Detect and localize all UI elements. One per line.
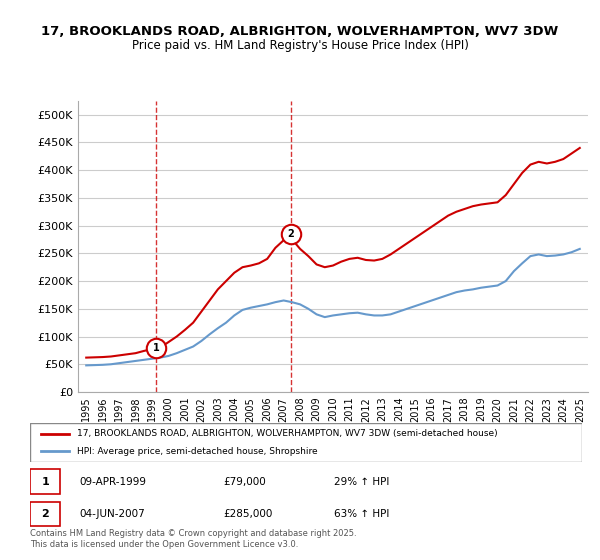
Text: 09-APR-1999: 09-APR-1999 bbox=[80, 477, 146, 487]
Text: 1: 1 bbox=[153, 343, 160, 353]
Text: 2: 2 bbox=[41, 508, 49, 519]
Text: 63% ↑ HPI: 63% ↑ HPI bbox=[334, 508, 389, 519]
FancyBboxPatch shape bbox=[30, 423, 582, 462]
Text: Price paid vs. HM Land Registry's House Price Index (HPI): Price paid vs. HM Land Registry's House … bbox=[131, 39, 469, 52]
Text: 17, BROOKLANDS ROAD, ALBRIGHTON, WOLVERHAMPTON, WV7 3DW (semi-detached house): 17, BROOKLANDS ROAD, ALBRIGHTON, WOLVERH… bbox=[77, 430, 497, 438]
FancyBboxPatch shape bbox=[30, 502, 61, 526]
Text: 1: 1 bbox=[41, 477, 49, 487]
Text: 04-JUN-2007: 04-JUN-2007 bbox=[80, 508, 145, 519]
Text: HPI: Average price, semi-detached house, Shropshire: HPI: Average price, semi-detached house,… bbox=[77, 446, 317, 455]
Text: £79,000: £79,000 bbox=[223, 477, 266, 487]
Text: 17, BROOKLANDS ROAD, ALBRIGHTON, WOLVERHAMPTON, WV7 3DW: 17, BROOKLANDS ROAD, ALBRIGHTON, WOLVERH… bbox=[41, 25, 559, 38]
Text: £285,000: £285,000 bbox=[223, 508, 272, 519]
Text: 2: 2 bbox=[287, 229, 294, 239]
FancyBboxPatch shape bbox=[30, 469, 61, 494]
Text: 29% ↑ HPI: 29% ↑ HPI bbox=[334, 477, 389, 487]
Text: Contains HM Land Registry data © Crown copyright and database right 2025.
This d: Contains HM Land Registry data © Crown c… bbox=[30, 529, 356, 549]
